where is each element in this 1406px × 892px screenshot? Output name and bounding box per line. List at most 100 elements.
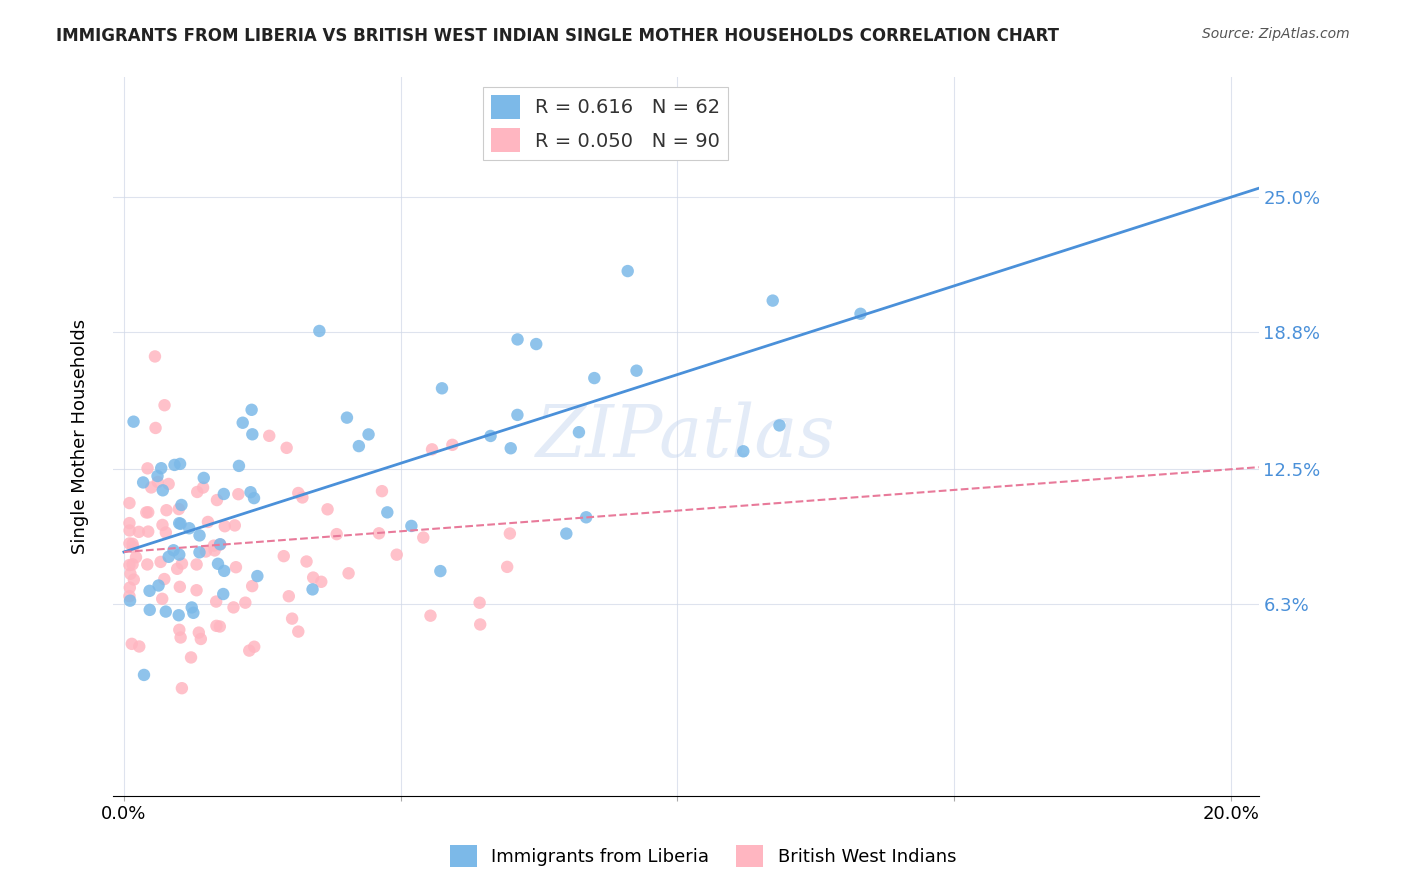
Point bbox=[170, 557, 193, 571]
Point bbox=[132, 475, 155, 490]
Point bbox=[118, 589, 141, 603]
Point bbox=[170, 681, 193, 696]
Point bbox=[209, 537, 232, 551]
Point bbox=[166, 562, 188, 576]
Point bbox=[141, 480, 163, 494]
Point bbox=[273, 549, 295, 563]
Point bbox=[167, 516, 190, 531]
Point bbox=[167, 608, 190, 623]
Point bbox=[183, 606, 205, 620]
Point bbox=[209, 537, 232, 551]
Point bbox=[212, 564, 235, 578]
Point bbox=[118, 593, 141, 607]
Point bbox=[506, 333, 529, 347]
Point bbox=[212, 587, 235, 601]
Point bbox=[225, 560, 247, 574]
Point bbox=[239, 485, 262, 500]
Point bbox=[212, 487, 235, 501]
Point bbox=[506, 408, 529, 422]
Text: ZIPatlas: ZIPatlas bbox=[536, 401, 835, 472]
Point bbox=[233, 596, 256, 610]
Point bbox=[240, 402, 263, 417]
Point bbox=[205, 493, 228, 508]
Point bbox=[146, 475, 169, 489]
Point bbox=[205, 619, 228, 633]
Point bbox=[136, 524, 159, 539]
Point bbox=[179, 521, 201, 535]
Point bbox=[357, 427, 380, 442]
Point bbox=[138, 603, 160, 617]
Point bbox=[568, 425, 591, 440]
Point bbox=[301, 582, 323, 597]
Point bbox=[187, 625, 209, 640]
Point bbox=[170, 498, 193, 512]
Point bbox=[240, 579, 263, 593]
Point bbox=[238, 643, 260, 657]
Point bbox=[128, 524, 150, 539]
Point bbox=[204, 543, 226, 558]
Point bbox=[207, 557, 229, 571]
Point bbox=[429, 564, 451, 578]
Point bbox=[281, 612, 304, 626]
Point bbox=[575, 510, 598, 524]
Point bbox=[118, 524, 141, 538]
Point bbox=[118, 581, 141, 595]
Point bbox=[180, 650, 202, 665]
Point bbox=[169, 548, 191, 562]
Point bbox=[153, 398, 176, 412]
Point bbox=[150, 461, 173, 475]
Point bbox=[125, 550, 148, 565]
Point bbox=[385, 548, 408, 562]
Point bbox=[430, 381, 453, 395]
Point bbox=[138, 583, 160, 598]
Point bbox=[347, 439, 370, 453]
Point bbox=[155, 503, 177, 517]
Point bbox=[152, 483, 174, 498]
Point bbox=[441, 438, 464, 452]
Point bbox=[169, 631, 191, 645]
Point bbox=[157, 549, 180, 564]
Point bbox=[135, 505, 157, 519]
Point bbox=[371, 484, 394, 499]
Point bbox=[118, 516, 141, 530]
Point bbox=[295, 554, 318, 568]
Point bbox=[470, 617, 492, 632]
Point bbox=[257, 429, 280, 443]
Point bbox=[128, 640, 150, 654]
Point bbox=[143, 350, 166, 364]
Point bbox=[308, 324, 330, 338]
Point bbox=[202, 539, 225, 553]
Point bbox=[169, 457, 191, 471]
Point bbox=[243, 640, 266, 654]
Point bbox=[302, 571, 325, 585]
Point bbox=[214, 519, 236, 533]
Point bbox=[208, 619, 231, 633]
Point bbox=[291, 491, 314, 505]
Point bbox=[118, 558, 141, 572]
Point bbox=[733, 444, 755, 458]
Point bbox=[121, 637, 143, 651]
Point bbox=[287, 624, 309, 639]
Point bbox=[325, 527, 347, 541]
Point bbox=[132, 668, 155, 682]
Point bbox=[240, 427, 263, 442]
Point bbox=[762, 293, 785, 308]
Point bbox=[121, 537, 143, 551]
Point bbox=[163, 458, 186, 472]
Point bbox=[849, 307, 872, 321]
Point bbox=[169, 623, 191, 637]
Point bbox=[155, 525, 177, 540]
Point bbox=[155, 605, 177, 619]
Legend: Immigrants from Liberia, British West Indians: Immigrants from Liberia, British West In… bbox=[443, 838, 963, 874]
Point bbox=[768, 418, 790, 433]
Point bbox=[316, 502, 339, 516]
Point bbox=[222, 600, 245, 615]
Point bbox=[496, 560, 519, 574]
Point bbox=[148, 578, 170, 592]
Legend: R = 0.616   N = 62, R = 0.050   N = 90: R = 0.616 N = 62, R = 0.050 N = 90 bbox=[482, 87, 728, 160]
Point bbox=[205, 594, 228, 608]
Point bbox=[145, 421, 167, 435]
Point bbox=[419, 608, 441, 623]
Point bbox=[122, 573, 145, 587]
Point bbox=[186, 583, 208, 598]
